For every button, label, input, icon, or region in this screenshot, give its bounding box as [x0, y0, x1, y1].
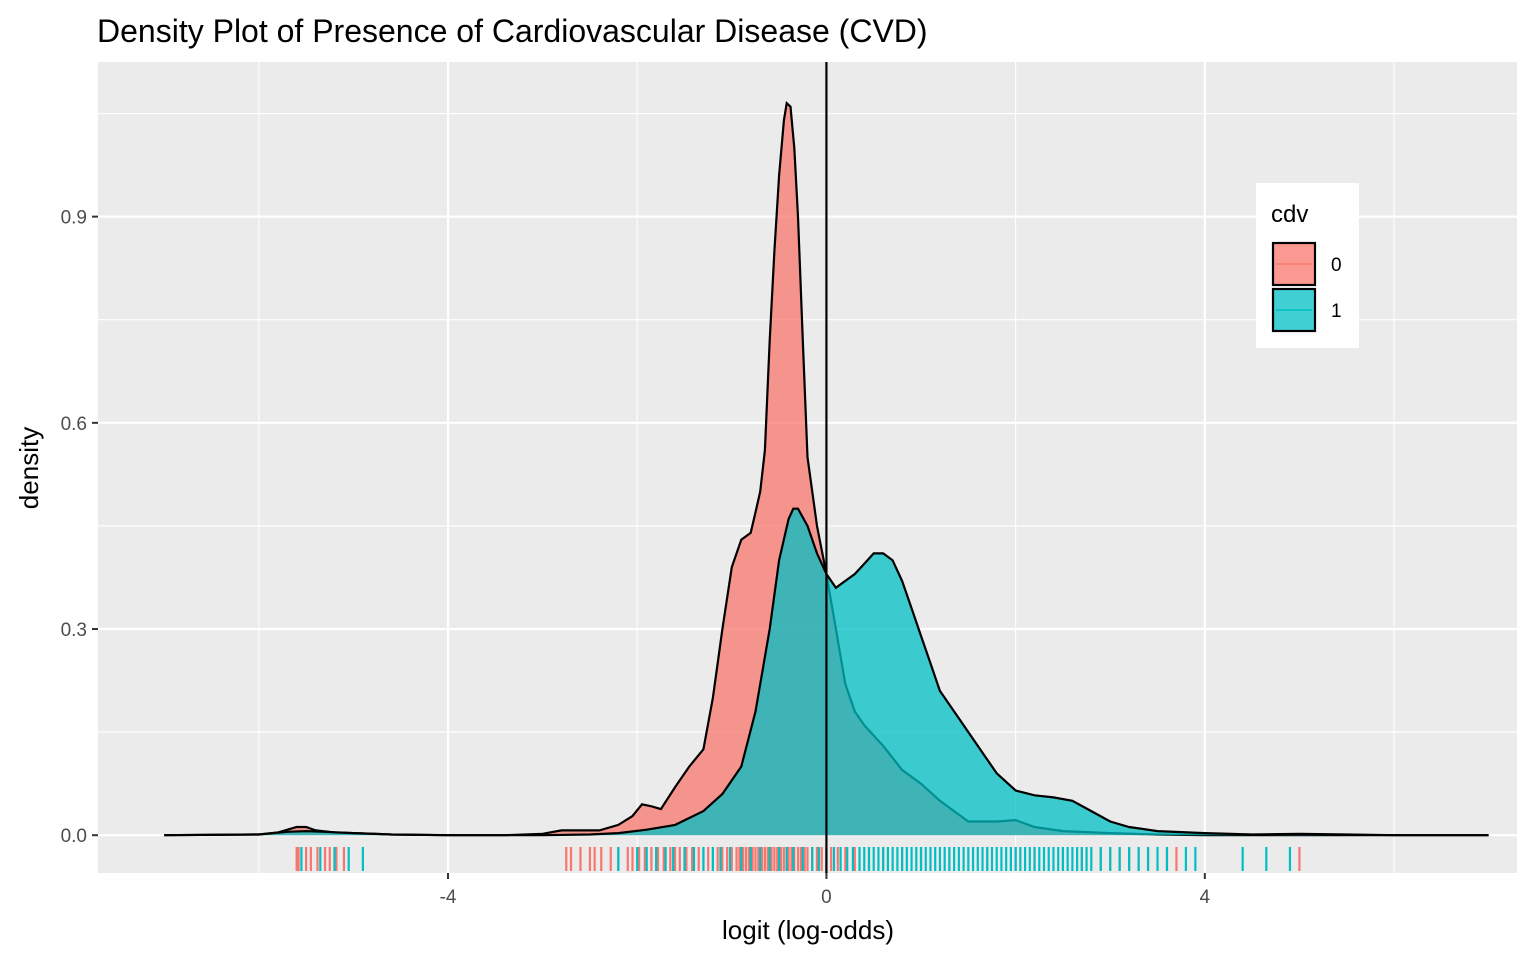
x-tick-label: 4	[1200, 887, 1211, 908]
legend: cdv 01	[1256, 183, 1359, 348]
density-line-cdv-1	[164, 507, 1489, 837]
y-axis-title: density	[14, 427, 44, 509]
legend-label-cdv-1: 1	[1331, 301, 1342, 322]
legend-title: cdv	[1271, 201, 1308, 228]
x-axis: -4 0 4	[440, 873, 1211, 908]
y-tick-label: 0.0	[61, 826, 87, 847]
y-tick-label: 0.3	[61, 620, 87, 641]
rug-marks	[295, 847, 1301, 871]
y-tick-label: 0.9	[61, 208, 87, 229]
legend-label-cdv-0: 0	[1331, 255, 1342, 276]
x-tick-label: -4	[440, 887, 457, 908]
legend-keys: 01	[1271, 241, 1342, 333]
x-tick-label: 0	[821, 887, 832, 908]
y-axis: 0.0 0.3 0.6 0.9	[61, 208, 98, 847]
y-tick-label: 0.6	[61, 414, 87, 435]
chart-title: Density Plot of Presence of Cardiovascul…	[97, 13, 928, 49]
x-axis-title: logit (log-odds)	[722, 915, 894, 945]
